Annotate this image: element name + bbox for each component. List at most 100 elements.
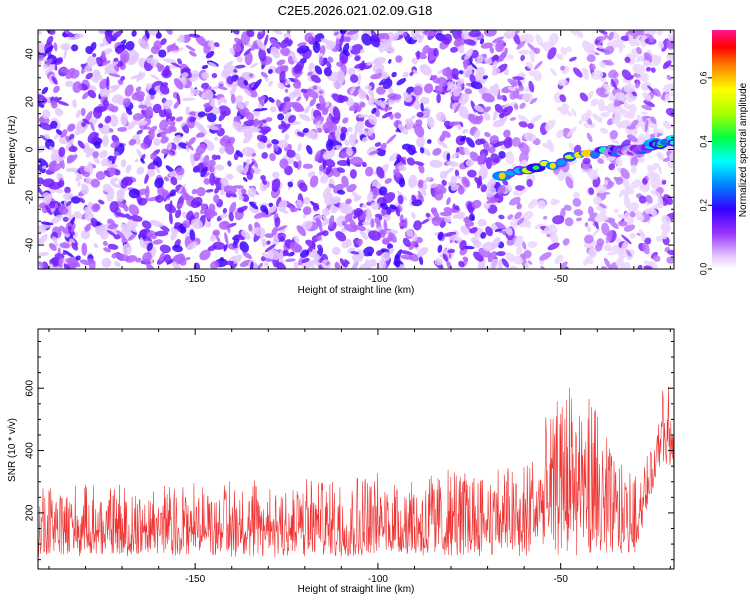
heatmap-cell [107, 103, 115, 112]
heatmap-cell [111, 252, 119, 259]
heatmap-cell [38, 60, 42, 66]
x-tick-label: -50 [553, 274, 568, 285]
heatmap-cell [237, 101, 245, 110]
heatmap-cell [258, 262, 264, 268]
heatmap-cell [92, 53, 97, 58]
heatmap-cell [298, 257, 305, 266]
heatmap-cell [575, 217, 583, 222]
heatmap-cell [269, 106, 277, 113]
heatmap-cell [284, 37, 290, 44]
heatmap-cell [117, 126, 128, 132]
heatmap-cell [518, 141, 530, 155]
heatmap-cell [494, 103, 503, 113]
heatmap-cell [271, 30, 283, 35]
heatmap-cell [625, 249, 632, 257]
heatmap-cell [219, 257, 225, 262]
heatmap-cell [247, 187, 257, 198]
heatmap-cell [606, 103, 615, 113]
spectrogram-features [492, 135, 674, 181]
heatmap-cell [561, 103, 570, 109]
heatmap-cell [486, 187, 496, 198]
heatmap-cell [116, 230, 126, 240]
heatmap-cell [594, 242, 603, 252]
heatmap-cell [358, 90, 367, 100]
heatmap-cell [350, 44, 363, 55]
heatmap-cell [656, 30, 664, 36]
heatmap-cell [232, 185, 244, 189]
heatmap-cell [264, 244, 276, 253]
heatmap-cell [331, 93, 343, 103]
heatmap-cell [242, 135, 252, 144]
heatmap-cell [615, 176, 624, 185]
heatmap-cell [458, 105, 469, 119]
heatmap-cell [455, 40, 462, 47]
heatmap-cell [666, 74, 672, 81]
heatmap-cell [155, 194, 164, 203]
heatmap-cell [48, 243, 57, 251]
heatmap-cell [470, 100, 477, 113]
heatmap-cell [107, 223, 119, 230]
heatmap-cell [496, 251, 506, 257]
heatmap-cell [292, 101, 303, 113]
heatmap-cell [167, 42, 176, 53]
heatmap-cell [98, 123, 104, 129]
heatmap-cell [384, 178, 392, 184]
heatmap-cell [574, 30, 584, 39]
y-tick-label: 20 [25, 96, 36, 108]
heatmap-cell [177, 183, 187, 195]
heatmap-cell [80, 107, 86, 117]
heatmap-cell [468, 30, 482, 38]
heatmap-cell [349, 156, 363, 166]
heatmap-cell [395, 206, 401, 217]
heatmap-cell [422, 30, 436, 37]
heatmap-cell [394, 112, 402, 119]
heatmap-cell [70, 69, 80, 79]
snr-ticks: -150 -100 -50 200 400 600 [25, 329, 674, 585]
heatmap-cell [185, 145, 190, 153]
heatmap-cell [172, 47, 184, 54]
heatmap-cell [253, 118, 260, 128]
heatmap-cell [42, 109, 51, 119]
heatmap-cell [207, 245, 217, 252]
heatmap-cell [619, 261, 631, 269]
heatmap-cell [645, 194, 653, 204]
heatmap-cell [361, 161, 367, 168]
heatmap-cell [125, 213, 132, 220]
heatmap-cell [376, 86, 386, 95]
heatmap-cell [496, 184, 506, 196]
heatmap-cell [463, 147, 470, 156]
heatmap-cell [50, 163, 63, 173]
heatmap-cell [513, 103, 519, 110]
figure-title: C2E5.2026.021.02.09.G18 [278, 3, 433, 18]
heatmap-cell [279, 236, 286, 242]
heatmap-cell [445, 66, 453, 81]
heatmap-cell [152, 103, 162, 114]
heatmap-cell [586, 132, 593, 142]
heatmap-cell [42, 64, 48, 70]
heatmap-cell [470, 81, 483, 90]
heatmap-cell [148, 30, 160, 36]
heatmap-cell [516, 203, 523, 210]
heatmap-cell [602, 83, 611, 91]
heatmap-cell [336, 167, 346, 173]
heatmap-cell [38, 197, 44, 201]
heatmap-cell [42, 192, 52, 205]
heatmap-cell [312, 40, 321, 54]
heatmap-cell [307, 259, 315, 269]
heatmap-cell [406, 229, 414, 237]
heatmap-cell [39, 122, 53, 131]
heatmap-cell [232, 30, 240, 35]
heatmap-cell [312, 240, 316, 250]
heatmap-cell [354, 224, 367, 231]
heatmap-cell [467, 113, 478, 125]
heatmap-cell [251, 152, 256, 157]
heatmap-cell [250, 43, 258, 51]
heatmap-cell [507, 54, 514, 60]
heatmap-cell [461, 176, 471, 188]
heatmap-cell [417, 190, 424, 203]
heatmap-cell [622, 178, 630, 190]
heatmap-cell [507, 86, 516, 92]
heatmap-cell [376, 250, 382, 256]
heatmap-cell [284, 88, 289, 93]
heatmap-cell [277, 139, 289, 149]
